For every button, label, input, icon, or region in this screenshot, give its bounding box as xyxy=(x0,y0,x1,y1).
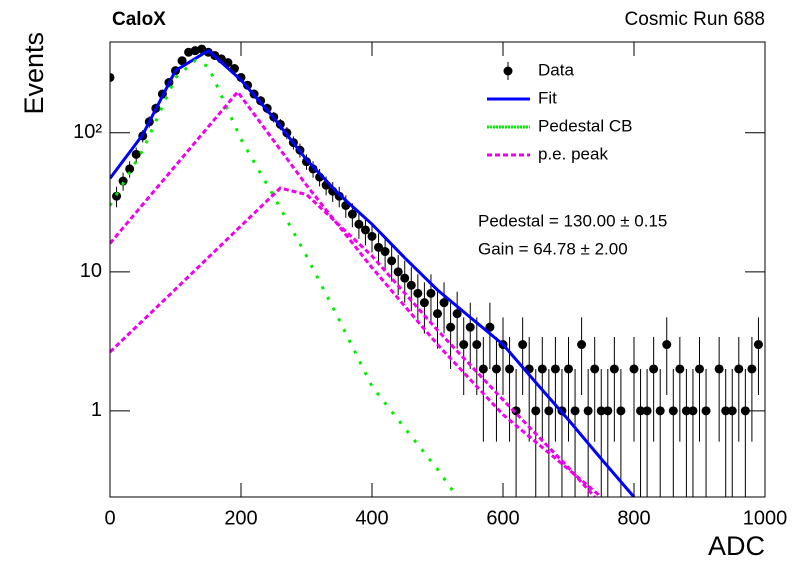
data-point xyxy=(701,406,711,416)
chart-title: CaloX xyxy=(112,9,166,30)
data-point xyxy=(459,340,469,350)
data-point xyxy=(583,406,593,416)
data-point xyxy=(446,322,456,332)
fit-curve xyxy=(110,48,636,497)
data-point xyxy=(465,322,475,332)
data-point xyxy=(518,340,528,350)
data-point xyxy=(360,225,370,235)
data-point xyxy=(753,340,763,350)
data-point xyxy=(629,364,639,374)
data-point xyxy=(478,364,488,374)
data-point xyxy=(636,406,646,416)
annotation: Gain = 64.78 ± 2.00 xyxy=(478,239,628,258)
data-point xyxy=(734,364,744,374)
data-point xyxy=(125,164,135,174)
data-point xyxy=(374,242,384,252)
x-tick-label: 800 xyxy=(617,507,650,529)
data-point xyxy=(714,364,724,374)
y-tick-label: 1 xyxy=(91,399,102,421)
data-point xyxy=(393,267,403,277)
data-point xyxy=(642,406,652,416)
data-point xyxy=(400,273,410,283)
data-point xyxy=(603,406,613,416)
data-point xyxy=(537,364,547,374)
data-point xyxy=(747,364,757,374)
data-point xyxy=(609,364,619,374)
data-point xyxy=(419,298,429,308)
legend-label: Fit xyxy=(538,88,557,107)
data-point xyxy=(564,364,573,374)
fit-curve xyxy=(110,186,596,497)
data-point xyxy=(550,364,560,374)
data-point xyxy=(406,280,416,290)
data-point xyxy=(452,309,462,319)
x-tick-label: 600 xyxy=(486,507,519,529)
data-point xyxy=(413,288,423,298)
data-point xyxy=(531,406,541,416)
data-point xyxy=(649,364,659,374)
x-tick-label: 200 xyxy=(224,507,257,529)
fit-curve xyxy=(110,89,603,497)
data-point xyxy=(662,340,672,350)
data-point xyxy=(177,56,187,66)
data-point xyxy=(491,364,501,374)
data-point xyxy=(577,340,587,350)
data-point xyxy=(110,72,115,82)
data-point xyxy=(688,406,698,416)
frame xyxy=(109,41,766,498)
legend-label: Data xyxy=(538,60,574,79)
data-point xyxy=(367,231,377,241)
data-point xyxy=(433,309,442,319)
data-point xyxy=(655,406,665,416)
data-point xyxy=(354,219,364,229)
data-point xyxy=(439,298,449,308)
x-tick-label: 1000 xyxy=(743,507,788,529)
y-axis-label: Events xyxy=(19,32,49,115)
legend-label: Pedestal CB xyxy=(538,116,633,135)
data-point xyxy=(570,406,580,416)
data-point xyxy=(347,209,357,219)
data-point xyxy=(695,364,704,374)
data-point xyxy=(118,176,128,186)
data-point xyxy=(668,406,678,416)
data-point xyxy=(426,288,436,298)
y-tick-label: 10 xyxy=(80,260,102,282)
data-point xyxy=(380,247,390,257)
x-tick-label: 400 xyxy=(355,507,388,529)
data-point xyxy=(472,340,482,350)
data-point xyxy=(721,406,731,416)
data-point xyxy=(616,406,626,416)
data-point xyxy=(485,322,495,332)
y-tick-label: 10² xyxy=(73,121,102,143)
data-point xyxy=(675,364,685,374)
legend-symbol xyxy=(503,66,513,76)
annotation: Pedestal = 130.00 ± 0.15 xyxy=(478,211,667,230)
data-point xyxy=(387,256,397,266)
data-point xyxy=(727,406,737,416)
plot-area xyxy=(110,44,763,497)
data-point xyxy=(590,364,600,374)
legend-label: p.e. peak xyxy=(538,144,608,163)
x-axis-label: ADC xyxy=(708,531,765,561)
chart-subtitle: Cosmic Run 688 xyxy=(625,9,765,30)
fit-curve xyxy=(110,58,459,497)
data-point xyxy=(505,364,515,374)
x-tick-label: 0 xyxy=(104,507,115,529)
data-point xyxy=(112,191,122,201)
data-point xyxy=(596,406,606,416)
data-point xyxy=(544,406,554,416)
data-point xyxy=(681,406,691,416)
data-point xyxy=(131,149,141,159)
